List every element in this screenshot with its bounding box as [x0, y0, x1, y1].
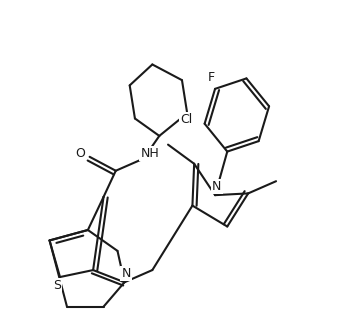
Text: NH: NH — [141, 147, 159, 160]
Text: S: S — [53, 279, 61, 292]
Text: F: F — [208, 71, 215, 84]
Text: N: N — [121, 267, 131, 280]
Text: N: N — [212, 180, 222, 193]
Text: Cl: Cl — [180, 113, 192, 126]
Text: O: O — [75, 147, 85, 160]
